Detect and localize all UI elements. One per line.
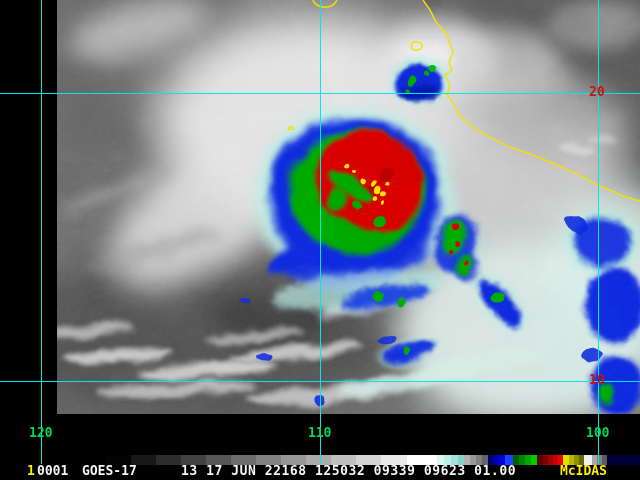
colorbar-segment — [607, 455, 640, 465]
colorbar-segment — [519, 455, 525, 465]
colorbar-segment — [407, 455, 433, 465]
colorbar-segment — [563, 455, 569, 465]
colorbar-segment — [592, 455, 597, 465]
coastline-baja-tip — [312, 0, 338, 8]
satellite-image — [57, 0, 640, 414]
lat-label-20: 20 — [589, 85, 605, 100]
colorbar-segment — [470, 455, 476, 465]
colorbar-segment — [513, 455, 519, 465]
colorbar-segment — [569, 455, 574, 465]
colorbar-segment — [281, 455, 306, 465]
colorbar-segment — [476, 455, 482, 465]
image-id: 0001 — [37, 464, 69, 479]
colorbar-segment — [206, 455, 231, 465]
status-bar: 1 0001 GOES-17 13 17 JUN 22168 125032 09… — [0, 465, 640, 479]
colorbar-segment — [131, 455, 156, 465]
colorbar-segment — [531, 455, 537, 465]
colorbar-segment — [482, 455, 488, 465]
colorbar-segment — [437, 455, 444, 465]
coastline-mexico — [422, 0, 640, 202]
coastline — [286, 0, 640, 202]
colorbar-segment — [106, 455, 131, 465]
lon-label-100: 100 — [586, 426, 610, 441]
colorbar-segment — [451, 455, 458, 465]
colorbar-segment — [433, 455, 437, 465]
colorbar-segment — [464, 455, 470, 465]
colorbar-segment — [498, 455, 505, 465]
colorbar-segment — [356, 455, 381, 465]
island-socorro — [286, 124, 294, 131]
colorbar-segment — [444, 455, 451, 465]
gridline-lon-100 — [598, 0, 599, 464]
grain-overlay — [57, 0, 640, 414]
colorbar-segment — [597, 455, 602, 465]
colorbar-segment — [574, 455, 579, 465]
colorbar-segment — [579, 455, 584, 465]
colorbar-segment — [488, 455, 493, 465]
colorbar-segment — [537, 455, 543, 465]
colorbar-segment — [558, 455, 563, 465]
colorbar-segment — [543, 455, 548, 465]
gridline-lat-10 — [0, 381, 640, 382]
colorbar-segment — [505, 455, 513, 465]
gridline-lat-20 — [0, 93, 640, 94]
colorbar-segment — [381, 455, 407, 465]
mcidas-brand: McIDAS — [560, 464, 607, 479]
colorbar-segment — [548, 455, 553, 465]
colorbar-segment — [458, 455, 464, 465]
satellite-name: GOES-17 — [82, 464, 137, 479]
colorbar — [106, 455, 640, 465]
datetime-readout: 13 17 JUN 22168 125032 09339 09623 01.00 — [181, 464, 517, 479]
colorbar-segment — [306, 455, 331, 465]
colorbar-segment — [256, 455, 281, 465]
colorbar-segment — [156, 455, 181, 465]
colorbar-segment — [602, 455, 607, 465]
colorbar-segment — [553, 455, 558, 465]
lat-label-10: 10 — [589, 373, 605, 388]
satellite-image-area — [57, 0, 640, 414]
colorbar-segment — [525, 455, 531, 465]
gridline-lon-110 — [320, 0, 321, 464]
gridline-lon-120 — [41, 0, 42, 464]
colorbar-segment — [331, 455, 356, 465]
colorbar-segment — [493, 455, 498, 465]
lon-label-110: 110 — [308, 426, 332, 441]
frame-number: 1 — [27, 464, 35, 479]
colorbar-segment — [231, 455, 256, 465]
colorbar-segment — [181, 455, 206, 465]
colorbar-segment — [584, 455, 592, 465]
lon-label-120: 120 — [29, 426, 53, 441]
island-islas-marias — [410, 41, 423, 51]
